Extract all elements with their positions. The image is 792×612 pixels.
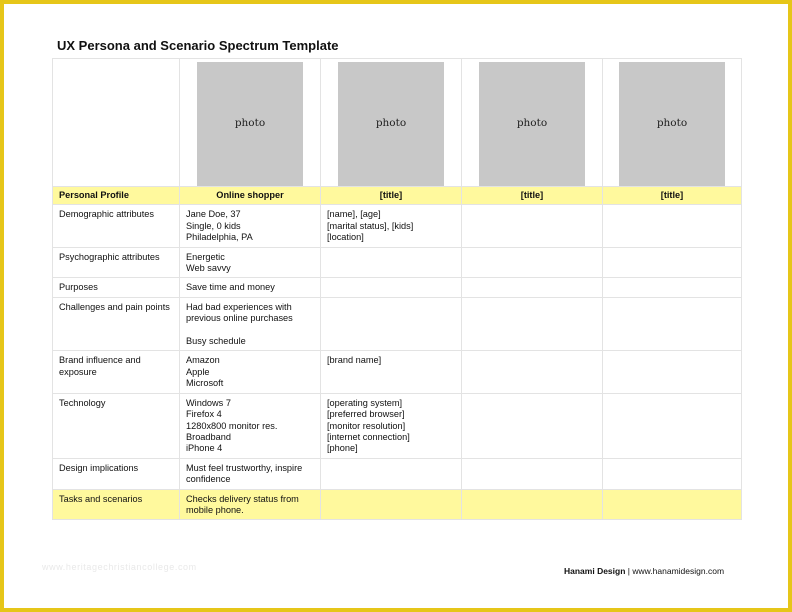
table-cell: [461, 488, 603, 521]
photo-corner-cell: [52, 58, 180, 187]
row-label: Design implications: [52, 457, 180, 490]
table-row: Brand influence and exposure Amazon Appl…: [52, 350, 742, 394]
column-header: [title]: [602, 185, 742, 206]
photo-cell: photo: [320, 58, 462, 187]
row-label: Challenges and pain points: [52, 296, 180, 352]
photo-cell: photo: [461, 58, 603, 187]
table-cell: [320, 277, 462, 298]
table-cell: [602, 277, 742, 298]
table-row: Technology Windows 7 Firefox 4 1280x800 …: [52, 392, 742, 459]
table-cell: [461, 392, 603, 459]
table-cell: [461, 204, 603, 248]
table-row: Design implications Must feel trustworth…: [52, 457, 742, 490]
page-title: UX Persona and Scenario Spectrum Templat…: [57, 38, 339, 53]
photo-placeholder: photo: [619, 62, 725, 186]
table-cell: [461, 350, 603, 394]
row-label: Technology: [52, 392, 180, 459]
table-cell: [602, 246, 742, 279]
table-cell: [602, 457, 742, 490]
table-cell: Had bad experiences with previous online…: [179, 296, 321, 352]
table-cell: [602, 392, 742, 459]
table-cell: [602, 488, 742, 521]
table-cell: Windows 7 Firefox 4 1280x800 monitor res…: [179, 392, 321, 459]
photo-placeholder: photo: [479, 62, 585, 186]
footer-url[interactable]: www.hanamidesign.com: [632, 566, 725, 576]
photo-row: photo photo photo photo: [52, 58, 742, 187]
footer-separator: |: [627, 566, 630, 576]
table-cell: [602, 296, 742, 352]
persona-table: photo photo photo photo Personal Profile…: [52, 58, 742, 521]
column-header: [title]: [320, 185, 462, 206]
row-label: Tasks and scenarios: [52, 488, 180, 521]
table-cell: [461, 457, 603, 490]
table-cell: Must feel trustworthy, inspire confidenc…: [179, 457, 321, 490]
table-header-row: Personal Profile Online shopper [title] …: [52, 185, 742, 206]
photo-placeholder: photo: [338, 62, 444, 186]
row-label: Demographic attributes: [52, 204, 180, 248]
column-header: Online shopper: [179, 185, 321, 206]
table-cell: [name], [age] [marital status], [kids] […: [320, 204, 462, 248]
footer-brand: Hanami Design: [564, 566, 626, 576]
table-cell: Jane Doe, 37 Single, 0 kids Philadelphia…: [179, 204, 321, 248]
table-cell: [320, 296, 462, 352]
table-cell: [602, 350, 742, 394]
table-cell: [320, 246, 462, 279]
table-row: Purposes Save time and money: [52, 277, 742, 298]
row-label: Purposes: [52, 277, 180, 298]
table-cell: [461, 246, 603, 279]
table-cell: Save time and money: [179, 277, 321, 298]
table-cell: Energetic Web savvy: [179, 246, 321, 279]
column-header: [title]: [461, 185, 603, 206]
table-cell: [461, 277, 603, 298]
table-row: Challenges and pain points Had bad exper…: [52, 296, 742, 352]
row-label: Psychographic attributes: [52, 246, 180, 279]
photo-placeholder: photo: [197, 62, 303, 186]
photo-cell: photo: [179, 58, 321, 187]
photo-cell: photo: [602, 58, 742, 187]
document-page: www.heritagechristiancollege.com UX Pers…: [4, 4, 788, 608]
footer: Hanami Design | www.hanamidesign.com: [564, 566, 724, 576]
table-cell: [461, 296, 603, 352]
table-cell: [320, 488, 462, 521]
row-label: Brand influence and exposure: [52, 350, 180, 394]
table-cell: Amazon Apple Microsoft: [179, 350, 321, 394]
table-cell: [320, 457, 462, 490]
table-cell: [602, 204, 742, 248]
watermark: www.heritagechristiancollege.com: [42, 562, 197, 572]
table-cell: [operating system] [preferred browser] […: [320, 392, 462, 459]
table-cell: Checks delivery status from mobile phone…: [179, 488, 321, 521]
column-header: Personal Profile: [52, 185, 180, 206]
table-row-highlighted: Tasks and scenarios Checks delivery stat…: [52, 488, 742, 521]
table-cell: [brand name]: [320, 350, 462, 394]
table-row: Psychographic attributes Energetic Web s…: [52, 246, 742, 279]
table-row: Demographic attributes Jane Doe, 37 Sing…: [52, 204, 742, 248]
